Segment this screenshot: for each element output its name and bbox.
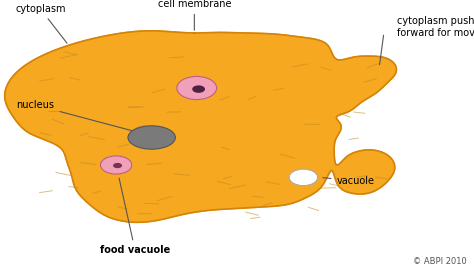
Ellipse shape — [114, 164, 121, 167]
Ellipse shape — [193, 86, 204, 92]
Ellipse shape — [128, 126, 175, 149]
Text: nucleus: nucleus — [17, 100, 146, 134]
Text: cytoplasm pushed
forward for movement: cytoplasm pushed forward for movement — [397, 16, 474, 38]
Text: cytoplasm: cytoplasm — [15, 4, 67, 43]
Circle shape — [100, 156, 132, 174]
Circle shape — [177, 76, 217, 100]
Circle shape — [289, 169, 318, 186]
Text: © ABPI 2010: © ABPI 2010 — [413, 257, 467, 266]
Text: food vacuole: food vacuole — [100, 178, 170, 255]
Text: vacuole: vacuole — [323, 176, 374, 186]
Text: cell membrane: cell membrane — [157, 0, 231, 30]
Polygon shape — [5, 31, 396, 222]
